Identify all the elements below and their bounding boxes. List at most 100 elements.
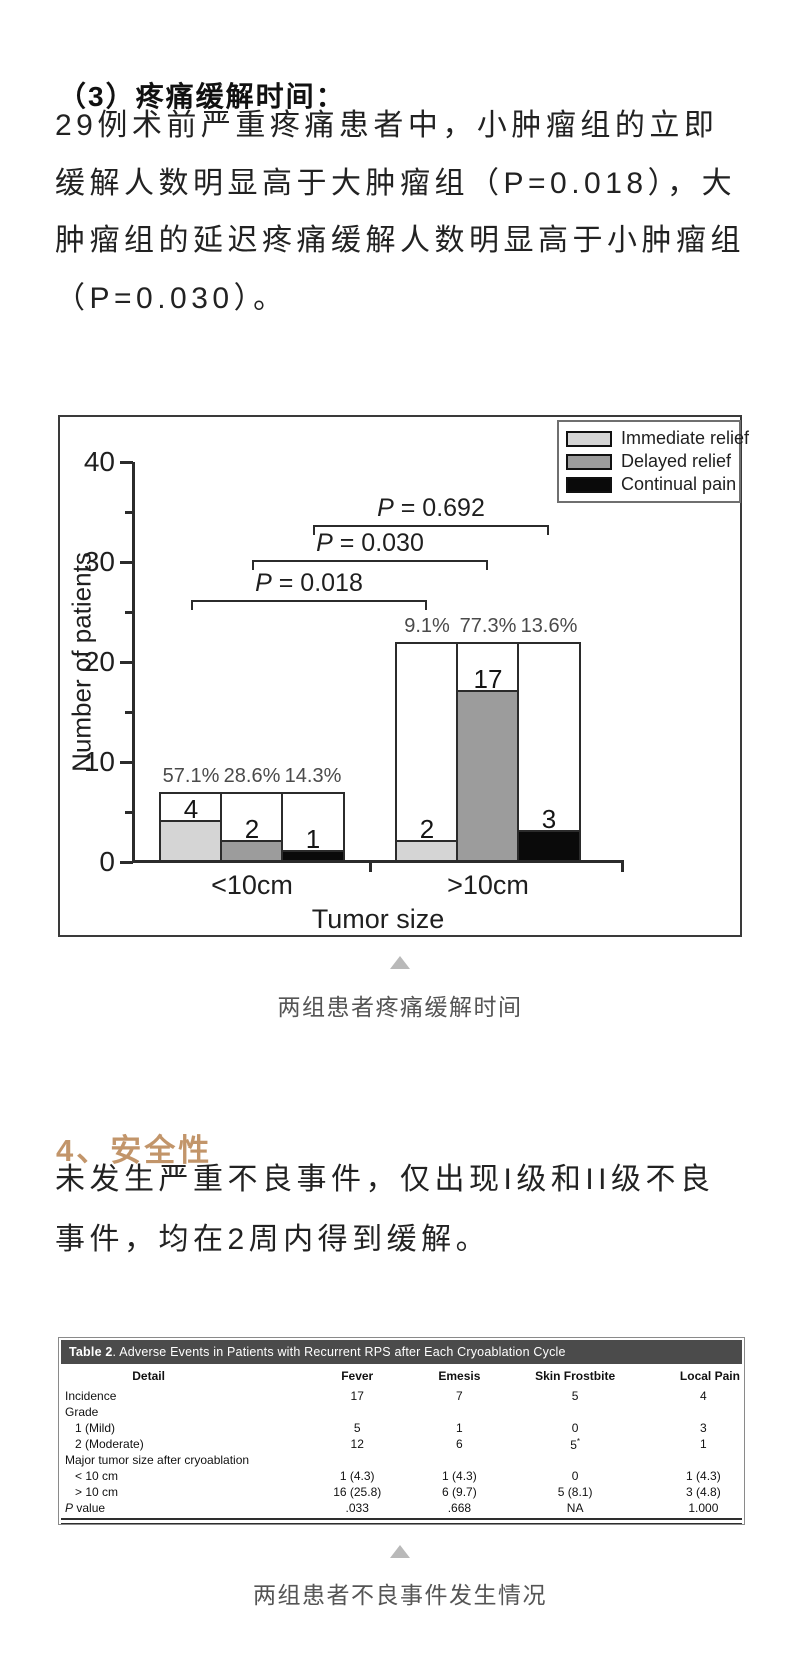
y-major-tick bbox=[120, 661, 133, 664]
cell-value: 7 bbox=[456, 1389, 463, 1403]
table-row: P value .033 .668 NA 1.000 bbox=[61, 1500, 742, 1516]
cell-value: 4 bbox=[700, 1389, 707, 1403]
paragraph-line: 肿瘤组的延迟疼痛缓解人数明显高于小肿瘤组 bbox=[55, 224, 745, 257]
significance-bracket bbox=[252, 560, 488, 570]
paragraph-line: 29例术前严重疼痛患者中，小肿瘤组的立即 bbox=[55, 109, 719, 142]
column-header: Detail bbox=[132, 1369, 165, 1383]
cell-value: NA bbox=[566, 1501, 584, 1515]
bar-percent-label: 9.1% bbox=[404, 615, 450, 637]
table-caption: 两组患者不良事件发生情况 bbox=[253, 1582, 547, 1608]
y-minor-tick bbox=[125, 611, 133, 614]
y-tick-label: 20 bbox=[83, 646, 115, 677]
cell-value: .033 bbox=[345, 1501, 369, 1515]
bar-fill bbox=[458, 690, 518, 860]
paragraph-pain-relief: 29例术前严重疼痛患者中，小肿瘤组的立即 缓解人数明显高于大肿瘤组（P=0.018… bbox=[55, 100, 755, 330]
cell-value: 12 bbox=[350, 1437, 364, 1451]
bar-percent-label: 77.3% bbox=[459, 615, 517, 637]
bar-outline bbox=[517, 642, 581, 862]
significance-bracket bbox=[191, 600, 427, 610]
table-bottom-rule bbox=[61, 1518, 742, 1524]
bar-percent-label: 13.6% bbox=[520, 615, 578, 637]
paragraph-safety: 未发生严重不良事件，仅出现I级和II级不良 事件，均在2周内得到缓解。 bbox=[55, 1154, 755, 1274]
x-tick bbox=[621, 862, 624, 872]
y-minor-tick bbox=[125, 711, 133, 714]
table-header-row: Detail Fever Emesis Skin Frostbite Local Pai… bbox=[61, 1364, 742, 1388]
column-header: Skin Frostbite bbox=[535, 1369, 616, 1383]
legend-swatch bbox=[566, 476, 612, 493]
x-tick-label: <10cm bbox=[211, 870, 293, 900]
y-axis-line bbox=[132, 462, 135, 863]
bar-fill bbox=[161, 820, 221, 860]
x-axis-line bbox=[132, 860, 624, 863]
cell-value: .668 bbox=[447, 1501, 472, 1515]
table-row: 1 (Mild) 5 1 0 3 bbox=[61, 1420, 742, 1436]
row-label: 2 (Moderate) bbox=[75, 1437, 144, 1451]
x-tick-label: >10cm bbox=[447, 870, 529, 900]
cell-value: 0 bbox=[571, 1421, 579, 1435]
cell-value: 3 bbox=[700, 1421, 707, 1435]
row-label: > 10 cm bbox=[75, 1485, 119, 1499]
bar-fill bbox=[222, 840, 282, 860]
row-label: P value bbox=[65, 1501, 106, 1515]
table-title-bar: Table 2. Adverse Events in Patients with… bbox=[61, 1340, 742, 1364]
y-minor-tick bbox=[125, 511, 133, 514]
p-value-label: P = 0.030 bbox=[316, 529, 424, 557]
column-header: Emesis bbox=[438, 1369, 481, 1383]
cell-value: 1 bbox=[456, 1421, 463, 1435]
bar-fill bbox=[283, 850, 343, 860]
column-header: Local Pain bbox=[679, 1369, 740, 1383]
bar-count-label: 2 bbox=[419, 814, 435, 844]
bar-count-label: 1 bbox=[305, 824, 321, 854]
paragraph-line: 缓解人数明显高于大肿瘤组（P=0.018），大 bbox=[55, 166, 737, 200]
legend-label: Continual pain bbox=[621, 474, 737, 494]
bar-outline bbox=[220, 792, 284, 862]
significance-bracket bbox=[313, 525, 549, 535]
bar-count-label: 3 bbox=[541, 804, 557, 834]
bar-count-label: 17 bbox=[473, 664, 503, 694]
legend-item: Continual pain bbox=[566, 473, 739, 496]
y-tick-label: 40 bbox=[83, 446, 115, 477]
y-major-tick bbox=[120, 761, 133, 764]
y-major-tick bbox=[120, 561, 133, 564]
cell-value: 1 (4.3) bbox=[442, 1469, 477, 1483]
bar-count-label: 4 bbox=[183, 794, 199, 824]
cell-value: 6 bbox=[456, 1437, 463, 1451]
cell-value: 1 bbox=[700, 1437, 707, 1451]
bar-fill bbox=[397, 840, 457, 860]
bar-outline bbox=[159, 792, 223, 862]
bar-percent-label: 57.1% bbox=[162, 765, 220, 787]
table-row: 2 (Moderate) 12 6 5* 1 bbox=[61, 1436, 742, 1452]
bar-count-label: 2 bbox=[244, 814, 260, 844]
p-value-label: P = 0.018 bbox=[255, 569, 363, 597]
legend-label: Delayed relief bbox=[621, 451, 732, 471]
caption-triangle-up-icon bbox=[390, 956, 410, 969]
cell-value: 3 (4.8) bbox=[686, 1485, 721, 1499]
bar-outline bbox=[395, 642, 459, 862]
x-tick bbox=[369, 862, 372, 872]
y-tick-label: 0 bbox=[99, 846, 115, 877]
cell-value: 6 (9.7) bbox=[442, 1485, 477, 1499]
bar-percent-label: 28.6% bbox=[223, 765, 281, 787]
table-row: Grade bbox=[61, 1404, 742, 1420]
y-major-tick bbox=[120, 461, 133, 464]
cell-value: 5* bbox=[570, 1436, 581, 1452]
legend-swatch bbox=[566, 430, 612, 447]
cell-value: 16 (25.8) bbox=[333, 1485, 382, 1499]
chart-caption: 两组患者疼痛缓解时间 bbox=[277, 994, 523, 1020]
y-major-tick bbox=[120, 861, 133, 864]
caption-triangle-up-icon bbox=[390, 1545, 410, 1558]
legend-item: Immediate relief bbox=[566, 427, 749, 450]
column-header: Fever bbox=[341, 1369, 374, 1383]
table-row: < 10 cm 1 (4.3) 1 (4.3) 0 1 (4.3) bbox=[61, 1468, 742, 1484]
cell-value: 5 bbox=[571, 1389, 579, 1403]
row-label: Incidence bbox=[65, 1389, 117, 1403]
cell-value: 17 bbox=[350, 1389, 364, 1403]
cell-value: 5 (8.1) bbox=[557, 1485, 593, 1499]
paragraph-line: 未发生严重不良事件，仅出现I级和II级不良 bbox=[55, 1163, 715, 1196]
y-minor-tick bbox=[125, 811, 133, 814]
y-tick-label: 30 bbox=[83, 546, 115, 577]
cell-value: 0 bbox=[571, 1469, 579, 1483]
x-axis-title: Tumor size bbox=[311, 904, 445, 934]
cell-value: 5 bbox=[353, 1421, 361, 1435]
